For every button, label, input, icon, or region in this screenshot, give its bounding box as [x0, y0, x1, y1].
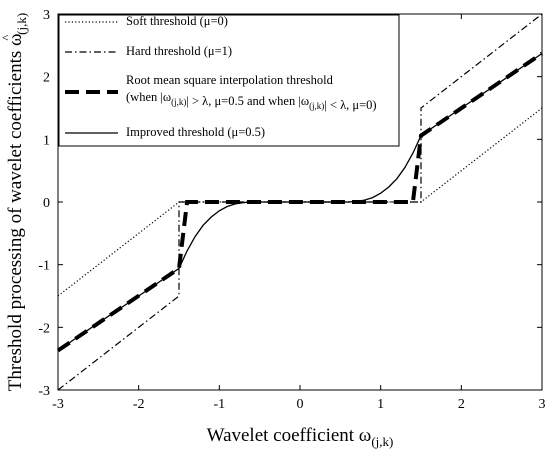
x-tick-label: -3 — [52, 397, 64, 412]
plot-frame — [57, 13, 543, 391]
x-tick-label: 1 — [377, 397, 384, 412]
series-line-rms — [56, 51, 544, 353]
y-axis-label: Threshold processing of wavelet coeffici… — [5, 33, 26, 391]
legend-label-soft: Soft threshold (μ=0) — [126, 14, 228, 28]
y-tick-label: 1 — [43, 133, 50, 148]
y-axis-label-subscript: (j,k) — [14, 13, 29, 35]
y-tick-label: 0 — [43, 196, 50, 211]
y-tick-label: -1 — [38, 259, 50, 274]
x-tick-label: 2 — [458, 397, 465, 412]
legend-label-improved: Improved threshold (μ=0.5) — [126, 125, 265, 139]
x-tick-label: -1 — [213, 397, 225, 412]
x-axis-label-subscript: (j,k) — [371, 434, 393, 449]
y-tick-label: -2 — [38, 321, 50, 336]
y-tick-label: -3 — [38, 384, 50, 399]
plot-lines — [56, 13, 544, 391]
x-axis-label: Wavelet coefficient ω — [207, 425, 372, 446]
legend-label-rms: Root mean square interpolation threshold — [126, 73, 334, 87]
legend-label-rms: (when |ω(j,k)| > λ, μ=0.5 and when |ω(j,… — [126, 90, 377, 112]
legend: Soft threshold (μ=0) Hard threshold (μ=1)… — [58, 14, 400, 147]
legend-box — [58, 14, 400, 147]
y-axis-title: Threshold processing of wavelet coeffici… — [0, 13, 29, 391]
y-tick-label: 3 — [43, 8, 50, 23]
x-tick-label: -2 — [133, 397, 145, 412]
legend-label-hard: Hard threshold (μ=1) — [126, 44, 232, 58]
x-axis-title: Wavelet coefficient ω(j,k) — [207, 425, 394, 449]
y-axis-label-hat: ^ — [0, 34, 13, 40]
y-tick-label: 2 — [43, 71, 50, 86]
x-tick-label: 3 — [539, 397, 546, 412]
x-tick-label: 0 — [297, 397, 304, 412]
